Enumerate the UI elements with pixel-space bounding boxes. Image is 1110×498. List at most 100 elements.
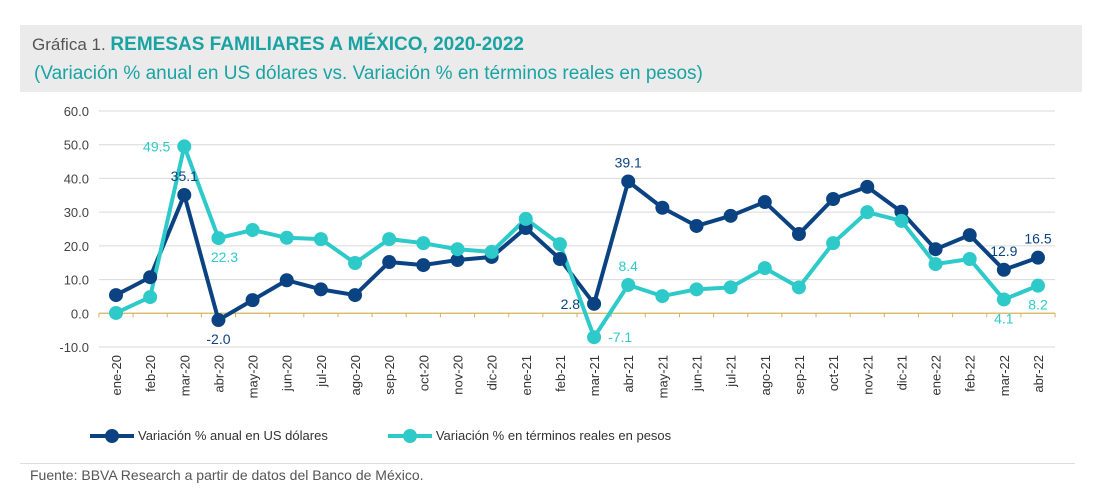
x-tick-label: sep-20 bbox=[382, 355, 397, 395]
data-point bbox=[1031, 250, 1045, 265]
data-point bbox=[518, 211, 533, 226]
x-tick-label: ago-20 bbox=[348, 355, 363, 395]
x-tick-label: nov-20 bbox=[450, 355, 465, 395]
data-point bbox=[279, 230, 294, 245]
data-point bbox=[587, 330, 602, 345]
data-point bbox=[655, 200, 670, 215]
x-tick-label: dic-21 bbox=[894, 355, 909, 390]
data-point bbox=[313, 282, 328, 297]
x-tick-label: jul-20 bbox=[314, 355, 329, 388]
data-label: 35.1 bbox=[171, 168, 198, 184]
x-tick-label: feb-21 bbox=[553, 355, 568, 392]
data-point bbox=[313, 232, 328, 247]
data-label: 8.4 bbox=[618, 258, 638, 274]
data-point bbox=[621, 277, 636, 292]
x-tick-label: may-21 bbox=[655, 355, 670, 398]
data-point bbox=[962, 228, 977, 243]
data-point bbox=[109, 288, 123, 303]
data-point bbox=[450, 253, 465, 268]
data-label: -7.1 bbox=[608, 329, 632, 345]
data-point bbox=[143, 270, 158, 285]
data-point bbox=[143, 290, 158, 305]
x-tick-label: mar-20 bbox=[177, 355, 192, 396]
x-tick-label: jun-21 bbox=[690, 355, 705, 392]
data-point bbox=[723, 208, 738, 223]
x-tick-label: ago-21 bbox=[758, 355, 773, 395]
data-point bbox=[655, 289, 670, 304]
data-label: 2.8 bbox=[561, 296, 581, 312]
data-point bbox=[962, 252, 977, 267]
series-line-1 bbox=[115, 144, 1039, 340]
data-point bbox=[996, 292, 1011, 307]
data-point bbox=[689, 218, 704, 233]
data-point bbox=[348, 256, 363, 271]
data-point bbox=[791, 227, 806, 242]
data-point bbox=[928, 242, 943, 257]
legend-label: Variación % anual en US dólares bbox=[138, 428, 328, 443]
data-point bbox=[484, 244, 499, 259]
data-point bbox=[757, 195, 772, 210]
data-point bbox=[211, 231, 226, 246]
chart-title: Gráfica 1. REMESAS FAMILIARES A MÉXICO, … bbox=[32, 34, 524, 56]
data-label: -2.0 bbox=[206, 331, 230, 347]
y-tick-label: -10.0 bbox=[59, 340, 89, 355]
data-point bbox=[177, 139, 192, 154]
x-tick-label: feb-22 bbox=[963, 355, 978, 392]
data-point bbox=[621, 174, 636, 189]
data-point bbox=[279, 273, 294, 288]
data-point bbox=[757, 261, 772, 276]
x-tick-label: jul-21 bbox=[724, 355, 739, 388]
chart-number: Gráfica 1. bbox=[32, 35, 111, 54]
y-tick-label: 10.0 bbox=[64, 273, 89, 288]
data-point bbox=[791, 280, 806, 295]
chart-subtitle: (Variación % anual en US dólares vs. Var… bbox=[34, 63, 703, 84]
data-point bbox=[860, 179, 875, 194]
y-tick-label: 60.0 bbox=[64, 104, 89, 119]
x-tick-label: nov-21 bbox=[860, 355, 875, 395]
x-tick-label: feb-20 bbox=[143, 355, 158, 392]
data-point bbox=[996, 262, 1011, 277]
legend: Variación % anual en US dólares Variació… bbox=[90, 428, 671, 443]
data-point bbox=[245, 223, 260, 238]
data-label: 8.2 bbox=[1028, 297, 1048, 313]
data-point bbox=[348, 288, 363, 303]
x-tick-label: may-20 bbox=[246, 355, 261, 398]
footer-divider bbox=[20, 463, 1075, 464]
data-point bbox=[416, 236, 431, 251]
chart-title-text: REMESAS FAMILIARES A MÉXICO, 2020-2022 bbox=[110, 34, 524, 55]
x-tick-label: oct-20 bbox=[416, 355, 431, 391]
legend-swatch-usd bbox=[90, 428, 134, 443]
y-tick-label: 20.0 bbox=[64, 239, 89, 254]
data-point bbox=[382, 255, 397, 270]
data-point bbox=[245, 293, 260, 308]
x-tick-label: dic-20 bbox=[485, 355, 500, 390]
data-point bbox=[552, 237, 567, 252]
data-point bbox=[416, 258, 431, 273]
data-point bbox=[894, 213, 909, 228]
y-tick-label: 40.0 bbox=[64, 171, 89, 186]
legend-item-usd: Variación % anual en US dólares bbox=[90, 428, 328, 443]
x-tick-label: jun-20 bbox=[280, 355, 295, 392]
data-point bbox=[723, 280, 738, 295]
data-point bbox=[109, 305, 123, 320]
x-tick-label: abr-22 bbox=[1031, 355, 1046, 393]
source-note: Fuente: BBVA Research a partir de datos … bbox=[30, 467, 424, 483]
x-tick-label: oct-21 bbox=[826, 355, 841, 391]
chart-header: Gráfica 1. REMESAS FAMILIARES A MÉXICO, … bbox=[20, 25, 1082, 92]
data-point bbox=[860, 205, 875, 220]
legend-item-pesos: Variación % en términos reales en pesos bbox=[387, 428, 672, 443]
data-point bbox=[826, 236, 841, 251]
data-label: 49.5 bbox=[143, 138, 170, 154]
y-tick-label: 30.0 bbox=[64, 205, 89, 220]
data-point bbox=[1031, 278, 1045, 293]
data-point bbox=[177, 187, 192, 202]
data-point bbox=[382, 232, 397, 247]
x-tick-label: abr-21 bbox=[621, 355, 636, 393]
legend-swatch-pesos bbox=[387, 428, 432, 443]
legend-label: Variación % en términos reales en pesos bbox=[435, 428, 672, 443]
data-point bbox=[552, 252, 567, 267]
data-label: 16.5 bbox=[1024, 231, 1051, 247]
x-tick-label: mar-22 bbox=[997, 355, 1012, 396]
data-label: 22.3 bbox=[211, 249, 238, 265]
